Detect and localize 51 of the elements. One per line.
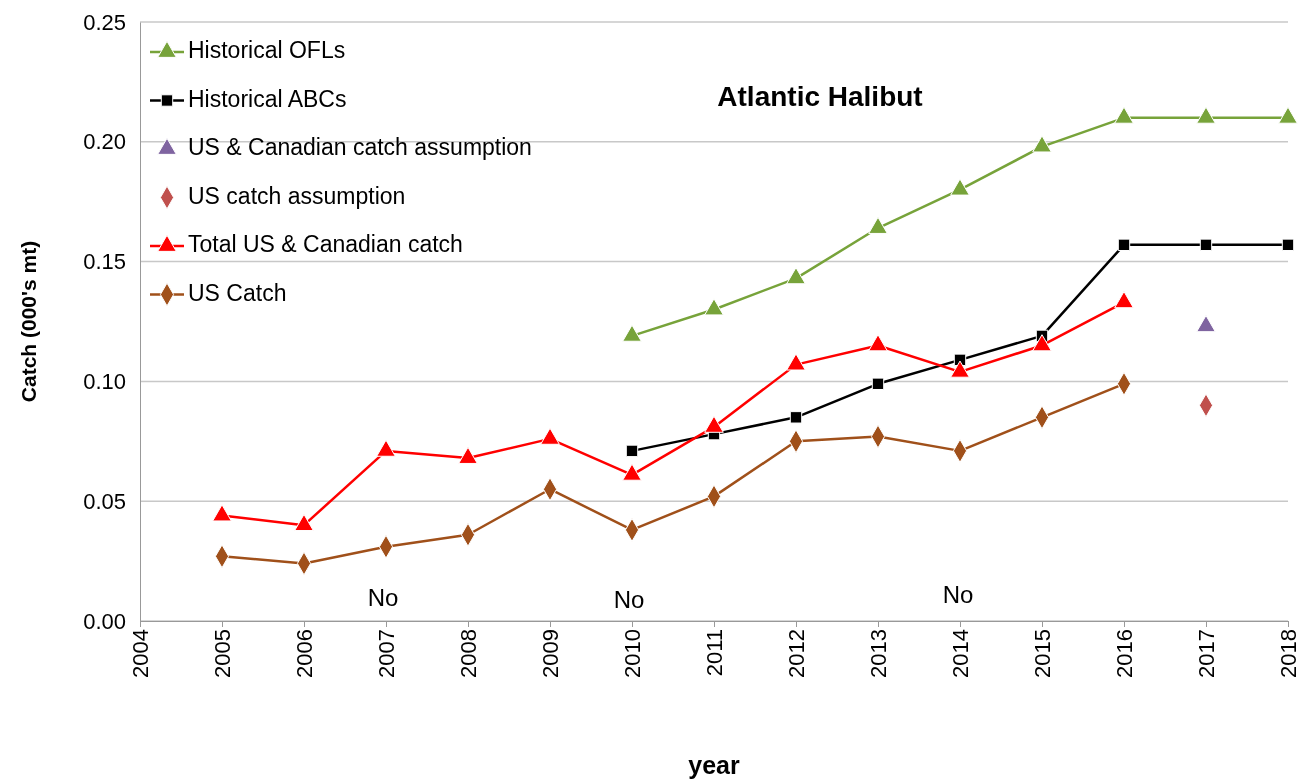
point: [704, 298, 724, 316]
point: [1032, 135, 1052, 153]
y-tick-label: 0.10: [83, 368, 126, 394]
point: [1114, 106, 1134, 124]
legend-label: Total US & Canadian catch: [188, 231, 463, 258]
x-tick-label: 2013: [866, 629, 892, 678]
point: [868, 216, 888, 234]
x-tick-label: 2008: [456, 629, 482, 678]
x-tick-label: 2010: [620, 629, 646, 678]
point: [1196, 106, 1216, 124]
legend-label: Historical OFLs: [188, 37, 346, 64]
point: [868, 334, 888, 352]
y-tick-label: 0.25: [83, 9, 126, 35]
y-tick-label: 0.20: [83, 129, 126, 155]
x-tick-label: 2005: [210, 629, 236, 678]
point: [789, 411, 803, 424]
legend-label: US Catch: [188, 279, 287, 306]
y-axis-title: Catch (000's mt): [17, 240, 40, 403]
x-axis-title: year: [688, 751, 740, 779]
x-tick-label: 2007: [374, 629, 400, 678]
x-tick-label: 2009: [538, 629, 564, 678]
point: [622, 324, 642, 342]
y-tick-label: 0.05: [83, 488, 126, 514]
point: [1196, 315, 1216, 333]
legend-label: US & Canadian catch assumption: [188, 134, 532, 161]
point: [950, 178, 970, 196]
point: [625, 444, 639, 458]
annotation: No: [942, 581, 974, 609]
text: Atlantic Halibut: [717, 81, 923, 112]
point: [1114, 291, 1134, 309]
point: [950, 360, 970, 378]
point: [1278, 106, 1298, 124]
point: [1032, 334, 1052, 352]
x-tick-label: 2006: [292, 629, 318, 678]
point: [871, 377, 885, 390]
x-tick-label: 2017: [1194, 629, 1220, 678]
y-tick-label: 0.15: [83, 249, 126, 275]
x-tick-label: 2018: [1276, 629, 1302, 678]
x-tick-label: 2012: [784, 629, 810, 678]
annotation: No: [367, 584, 399, 612]
x-tick-label: 2015: [1030, 629, 1056, 678]
legend-label: US catch assumption: [188, 182, 406, 209]
x-tick-label: 2011: [702, 629, 728, 677]
y-tick-label: 0.00: [83, 608, 126, 634]
x-tick-label: 2014: [948, 629, 974, 678]
point: [786, 353, 806, 371]
legend-label: Historical ABCs: [188, 85, 347, 112]
x-tick-label: 2004: [128, 629, 154, 678]
x-tick-label: 2016: [1112, 629, 1138, 678]
point: [786, 267, 806, 285]
annotation: No: [613, 586, 645, 614]
